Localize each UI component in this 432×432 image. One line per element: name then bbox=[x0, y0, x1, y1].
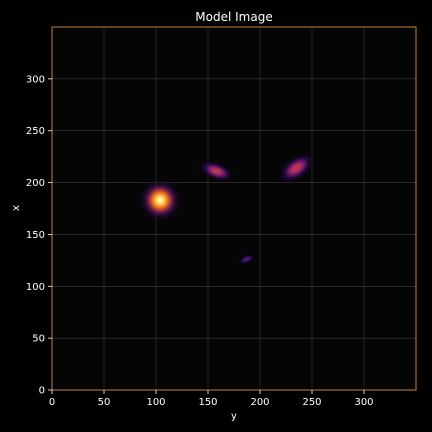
plot-area bbox=[52, 27, 416, 390]
x-axis-label: y bbox=[231, 411, 237, 422]
y-tick-label: 150 bbox=[26, 230, 45, 241]
x-tick-label: 0 bbox=[49, 397, 55, 408]
y-tick-label: 300 bbox=[26, 74, 45, 85]
source-blob-2 bbox=[192, 156, 241, 186]
plot-frame bbox=[51, 26, 417, 391]
y-axis-label: x bbox=[11, 205, 22, 211]
source-blob-1 bbox=[132, 172, 189, 229]
y-tick-label: 0 bbox=[39, 386, 45, 397]
chart-title: Model Image bbox=[195, 10, 272, 24]
y-tick-label: 200 bbox=[26, 178, 45, 189]
source-layer bbox=[132, 147, 322, 268]
x-tick-label: 100 bbox=[146, 397, 165, 408]
tick-layer: 0 50 100 150 200 250 300 0 50 100 150 200 250 300 bbox=[26, 74, 374, 408]
source-blob-3 bbox=[271, 147, 322, 189]
y-tick-label: 50 bbox=[32, 334, 45, 345]
x-tick-label: 150 bbox=[198, 397, 217, 408]
y-tick-label: 100 bbox=[26, 282, 45, 293]
x-tick-label: 300 bbox=[354, 397, 373, 408]
source-blob-4 bbox=[234, 251, 259, 268]
y-tick-label: 250 bbox=[26, 126, 45, 137]
x-tick-label: 50 bbox=[98, 397, 111, 408]
x-tick-label: 250 bbox=[302, 397, 321, 408]
x-tick-label: 200 bbox=[250, 397, 269, 408]
